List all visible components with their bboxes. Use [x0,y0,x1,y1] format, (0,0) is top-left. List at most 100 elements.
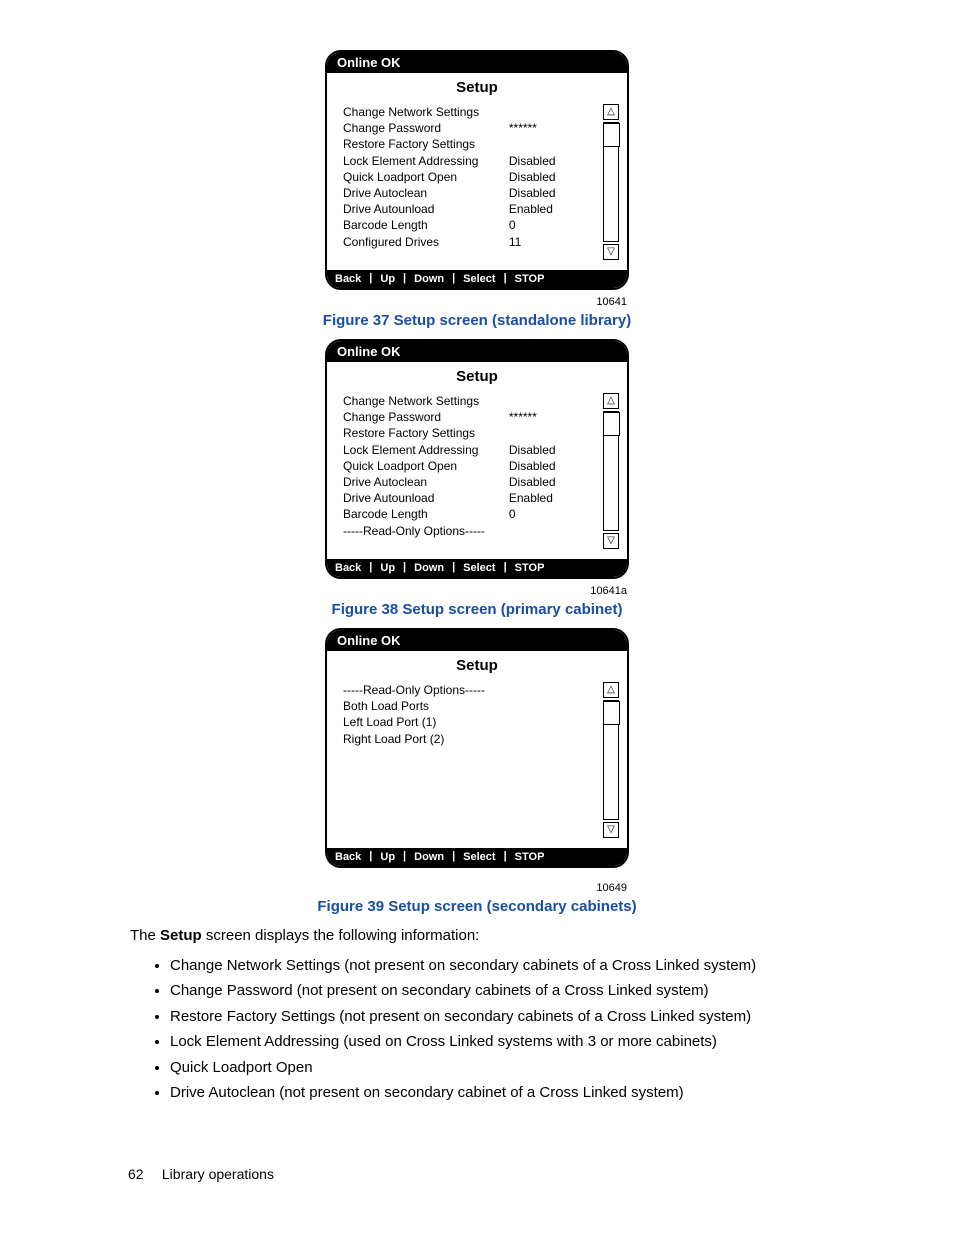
up-button[interactable]: Up [378,561,397,575]
figure-caption: Figure 39 Setup screen (secondary cabine… [0,898,954,915]
stop-button[interactable]: STOP [513,272,547,286]
list-value: Enabled [509,201,601,217]
list-value: ****** [509,120,601,136]
bullet-item: Drive Autoclean (not present on secondar… [170,1080,834,1106]
scroll-thumb[interactable] [603,412,620,436]
list-value [509,425,601,441]
device-footer: Back| Up| Down| Select| STOP [327,559,627,577]
list-item[interactable]: Barcode Length [343,217,509,233]
figure-caption: Figure 37 Setup screen (standalone libra… [0,312,954,329]
scroll-up-icon[interactable]: △ [603,104,619,120]
list-value [509,393,601,409]
list-item[interactable]: Change Network Settings [343,104,509,120]
scroll-track[interactable] [603,700,619,820]
back-button[interactable]: Back [333,561,363,575]
list-values: ****** Disabled Disabled Disabled Enable… [509,104,601,264]
scroll-thumb[interactable] [603,123,620,147]
select-button[interactable]: Select [461,272,497,286]
scroll-down-icon[interactable]: ▽ [603,822,619,838]
list-item[interactable]: -----Read-Only Options----- [343,523,509,539]
page-number: 62 [128,1166,158,1182]
list-item[interactable]: Drive Autounload [343,201,509,217]
back-button[interactable]: Back [333,272,363,286]
list-value: 11 [509,234,601,250]
list-value: Disabled [509,169,601,185]
device-body: Change Network Settings Change Password … [327,393,627,559]
list-value: Disabled [509,458,601,474]
scroll-thumb[interactable] [603,701,620,725]
device-list: Change Network Settings Change Password … [333,104,601,264]
figure-id: 10649 [327,882,627,894]
back-button[interactable]: Back [333,850,363,864]
intro-paragraph: The Setup screen displays the following … [130,925,834,947]
intro-prefix: The [130,927,160,944]
list-labels: Change Network Settings Change Password … [343,393,509,553]
document-page: Online OK Setup Change Network Settings … [0,0,954,1222]
up-button[interactable]: Up [378,272,397,286]
select-button[interactable]: Select [461,850,497,864]
list-item[interactable]: Configured Drives [343,234,509,250]
list-value: Disabled [509,153,601,169]
list-values [589,682,601,842]
list-item[interactable]: Change Network Settings [343,393,509,409]
list-item[interactable]: Change Password [343,120,509,136]
intro-suffix: screen displays the following informatio… [202,927,480,944]
list-value: Disabled [509,185,601,201]
list-item[interactable]: -----Read-Only Options----- [343,682,589,698]
list-item[interactable]: Drive Autoclean [343,185,509,201]
scrollbar[interactable]: △ ▽ [601,104,621,264]
list-item[interactable]: Restore Factory Settings [343,136,509,152]
scroll-track[interactable] [603,122,619,242]
stop-button[interactable]: STOP [513,850,547,864]
up-button[interactable]: Up [378,850,397,864]
list-item[interactable]: Drive Autoclean [343,474,509,490]
list-value: 0 [509,506,601,522]
list-item[interactable]: Lock Element Addressing [343,442,509,458]
scroll-down-icon[interactable]: ▽ [603,244,619,260]
down-button[interactable]: Down [412,850,446,864]
select-button[interactable]: Select [461,561,497,575]
bullet-list: Change Network Settings (not present on … [150,953,834,1106]
list-value [509,104,601,120]
scroll-track[interactable] [603,411,619,531]
device-body: Change Network Settings Change Password … [327,104,627,270]
figure-caption: Figure 38 Setup screen (primary cabinet) [0,601,954,618]
device-panel: Online OK Setup Change Network Settings … [325,339,629,579]
list-item[interactable]: Barcode Length [343,506,509,522]
list-item[interactable]: Quick Loadport Open [343,458,509,474]
device-panel: Online OK Setup -----Read-Only Options--… [325,628,629,868]
page-footer: 62 Library operations [128,1166,954,1182]
list-item[interactable]: Left Load Port (1) [343,714,589,730]
device-title: Setup [327,73,627,104]
figure-id: 10641a [327,585,627,597]
list-item[interactable]: Right Load Port (2) [343,731,589,747]
bullet-item: Change Network Settings (not present on … [170,953,834,979]
scroll-up-icon[interactable]: △ [603,682,619,698]
down-button[interactable]: Down [412,561,446,575]
scrollbar[interactable]: △ ▽ [601,393,621,553]
device-title: Setup [327,362,627,393]
list-item[interactable]: Quick Loadport Open [343,169,509,185]
list-labels: -----Read-Only Options----- Both Load Po… [343,682,589,842]
figure-id: 10641 [327,296,627,308]
list-item[interactable]: Both Load Ports [343,698,589,714]
section-title: Library operations [162,1166,274,1182]
list-labels: Change Network Settings Change Password … [343,104,509,264]
list-values: ****** Disabled Disabled Disabled Enable… [509,393,601,553]
device-status: Online OK [327,52,627,73]
list-value [509,136,601,152]
down-button[interactable]: Down [412,272,446,286]
list-item[interactable]: Drive Autounload [343,490,509,506]
device-footer: Back| Up| Down| Select| STOP [327,848,627,866]
list-item[interactable]: Change Password [343,409,509,425]
scroll-down-icon[interactable]: ▽ [603,533,619,549]
list-item[interactable]: Lock Element Addressing [343,153,509,169]
list-value: ****** [509,409,601,425]
list-value: Disabled [509,442,601,458]
list-value [509,523,601,539]
scroll-up-icon[interactable]: △ [603,393,619,409]
list-item[interactable]: Restore Factory Settings [343,425,509,441]
scrollbar[interactable]: △ ▽ [601,682,621,842]
stop-button[interactable]: STOP [513,561,547,575]
device-panel: Online OK Setup Change Network Settings … [325,50,629,290]
